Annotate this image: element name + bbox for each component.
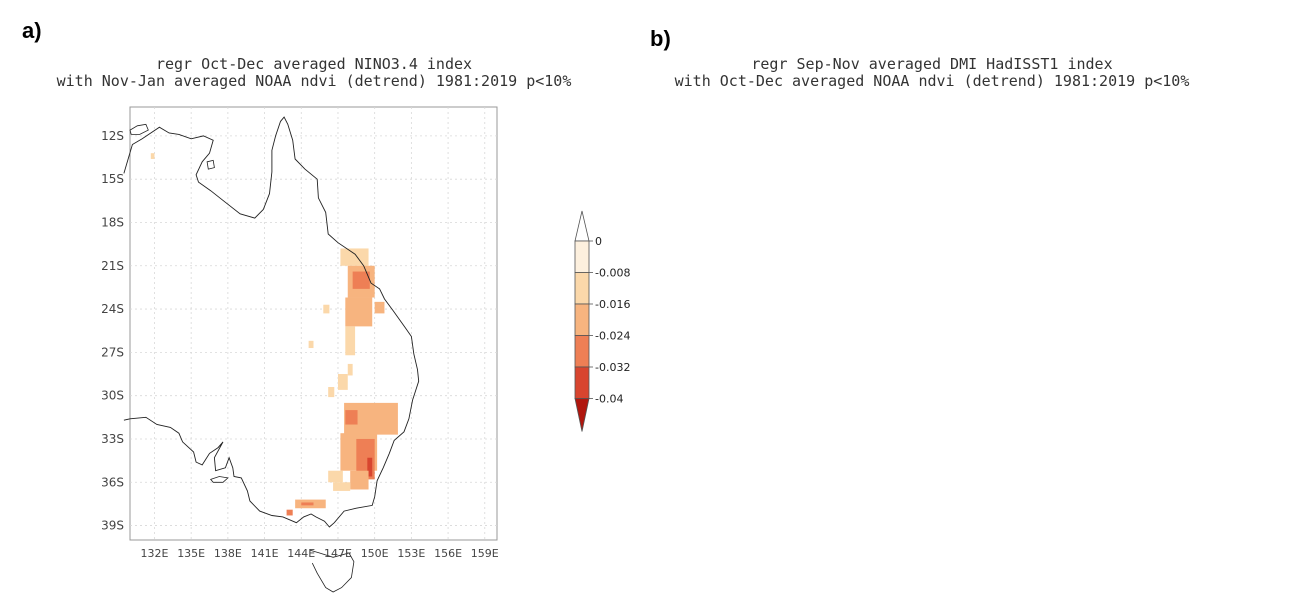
lon-tick-label: 156E (434, 547, 462, 560)
panel-b-title: regr Sep-Nov averaged DMI HadISST1 index… (632, 56, 1232, 90)
anomaly-cell (308, 340, 314, 349)
colorbar-segment (574, 240, 590, 273)
anomaly-cell (328, 387, 335, 398)
lat-tick-label: 18S (101, 215, 124, 229)
colorbar-segment (574, 366, 590, 399)
colorbar-label: 0 (595, 235, 602, 248)
anomaly-cell (323, 304, 330, 314)
lat-tick-label: 36S (101, 475, 124, 489)
lon-tick-label: 138E (214, 547, 242, 560)
lat-tick-label: 15S (101, 172, 124, 186)
lon-tick-label: 135E (177, 547, 205, 560)
lat-tick-label: 12S (101, 129, 124, 143)
panel-a-title-line2: with Nov-Jan averaged NOAA ndvi (detrend… (56, 72, 572, 90)
map-panel-b: 12S15S18S21S24S27S30S33S36S39S132E135E13… (640, 0, 1293, 595)
colorbar: 0 -0.008 -0.016 -0.024 -0.032 -0.04 (574, 210, 630, 432)
anomaly-cell (333, 482, 351, 491)
anomaly-cell (345, 297, 373, 327)
colorbar-segment (574, 335, 590, 368)
lon-tick-label: 132E (140, 547, 168, 560)
lon-tick-label: 144E (287, 547, 315, 560)
colorbar-segment (574, 272, 590, 305)
colorbar-top-arrow (574, 210, 590, 242)
panel-b-title-line2: with Oct-Dec averaged NOAA ndvi (detrend… (674, 72, 1190, 90)
anomaly-cell (286, 509, 293, 516)
coastline (123, 116, 420, 528)
anomaly-cell (347, 363, 353, 376)
map-panel-a: 12S 15S 18S 21S 24S 27S 30S 33S 36S 39S 132E 135E 13… (101, 106, 630, 593)
lon-tick-label: 150E (361, 547, 389, 560)
panel-b-letter: b) (650, 26, 671, 51)
anomaly-cell (337, 374, 348, 390)
anomaly-cell (352, 271, 370, 289)
gridlines (130, 107, 497, 540)
lon-tick-label: 147E (324, 547, 352, 560)
lat-tick-label: 30S (101, 389, 124, 403)
lon-tick-label: 159E (471, 547, 499, 560)
colorbar-bottom-arrow (574, 398, 590, 432)
colorbar-label: -0.016 (595, 298, 630, 311)
map-frame (129, 106, 498, 541)
anomaly-cell (345, 326, 356, 356)
lat-tick-label: 33S (101, 432, 124, 446)
lon-tick-label: 153E (397, 547, 425, 560)
lat-tick-label: 27S (101, 345, 124, 359)
panel-a-letter: a) (22, 18, 42, 43)
tasmania-outline (309, 549, 355, 593)
lat-tick-label: 39S (101, 519, 124, 533)
anomaly-cell (374, 301, 385, 314)
anomaly-cell (345, 410, 358, 425)
kangaroo-island-outline (210, 476, 229, 483)
colorbar-label: -0.04 (595, 393, 623, 406)
anomaly-cell (340, 248, 369, 266)
anomaly-cells (150, 153, 398, 516)
colorbar-segment (574, 303, 590, 336)
anomaly-cell (150, 153, 155, 159)
lat-tick-label: 24S (101, 302, 124, 316)
lon-tick-label: 141E (251, 547, 279, 560)
colorbar-label: -0.032 (595, 361, 630, 374)
anomaly-cell (328, 470, 343, 483)
groote-eylandt-outline (206, 159, 215, 170)
panel-a-title: regr Oct-Dec averaged NINO3.4 index with… (14, 56, 614, 90)
panel-b-title-line1: regr Sep-Nov averaged DMI HadISST1 index (751, 55, 1113, 73)
anomaly-cell (350, 470, 369, 490)
colorbar-label: -0.008 (595, 267, 630, 280)
colorbar-label: -0.024 (595, 330, 630, 343)
panel-a-title-line1: regr Oct-Dec averaged NINO3.4 index (155, 55, 473, 73)
anomaly-cell (301, 502, 314, 506)
melville-island-outline (129, 123, 149, 135)
anomaly-cell (367, 457, 373, 477)
lat-tick-label: 21S (101, 259, 124, 273)
